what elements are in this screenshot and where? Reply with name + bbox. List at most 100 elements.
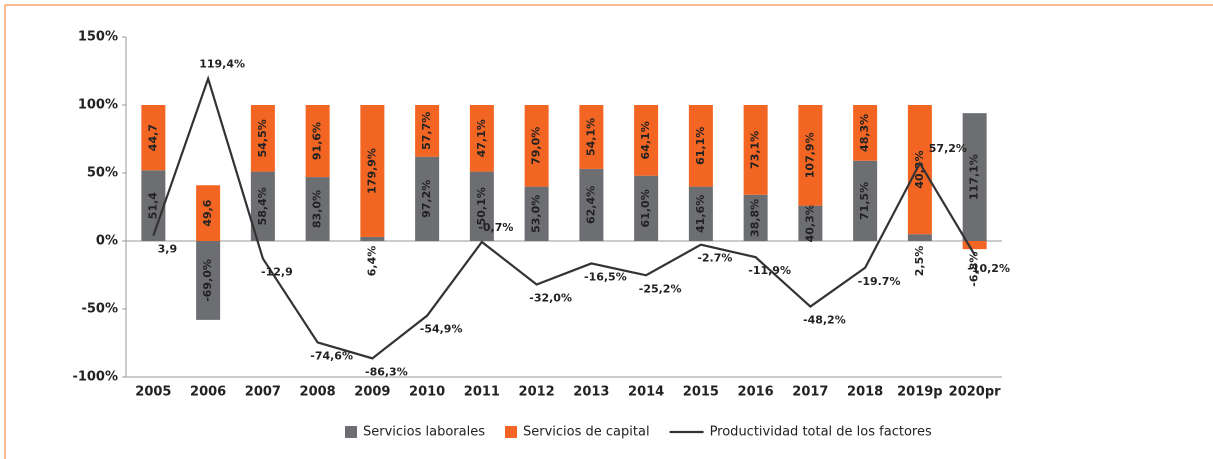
line-label: -48,2% [803, 314, 846, 327]
line-label: -32,0% [529, 292, 572, 305]
bar [853, 160, 878, 241]
line-label: -25,2% [639, 282, 682, 295]
bar [196, 185, 221, 241]
bar [524, 105, 549, 187]
line-label: 57,2% [929, 142, 967, 155]
y-tick-label: 50% [87, 166, 118, 181]
bar-label: 41,6% [694, 195, 707, 233]
bar-label: 83,0% [311, 190, 324, 228]
bar-label: 38,8% [749, 199, 762, 237]
legend-label: Servicios laborales [363, 425, 485, 440]
bar [579, 168, 604, 241]
bar-label: 54,5% [256, 119, 269, 157]
x-tick-label: 2010 [409, 385, 445, 400]
bar-label: 64,1% [639, 121, 652, 159]
legend-label: Productividad total de los factores [710, 425, 932, 440]
bar [141, 105, 166, 171]
x-tick-label: 2007 [245, 385, 281, 400]
bar [962, 241, 987, 250]
bar-label: 117,1% [968, 154, 981, 200]
bar-label: 50,1% [475, 187, 488, 225]
bar [196, 241, 221, 320]
legend-swatch [505, 426, 517, 438]
line-label: -86,3% [365, 365, 408, 378]
x-tick-label: 2006 [190, 385, 226, 400]
legend-swatch [345, 426, 357, 438]
bar [141, 170, 166, 241]
bar-label: 51,4 [146, 192, 159, 219]
bar-label: 71,5% [858, 182, 871, 220]
bar [579, 105, 604, 169]
bar [415, 105, 440, 157]
bar [853, 105, 878, 161]
bar [962, 113, 987, 241]
bar [360, 105, 385, 237]
x-tick-label: 2011 [464, 385, 500, 400]
bar-label: 40,3% [913, 151, 926, 189]
bar-label: 44,7 [146, 124, 159, 151]
bar-label: 6,4% [365, 246, 378, 277]
bar [743, 105, 768, 195]
bar [743, 194, 768, 241]
bar [798, 105, 823, 206]
bar-label: 48,3% [858, 114, 871, 152]
y-tick-label: 150% [78, 30, 118, 45]
bar-label: 53,0% [530, 195, 543, 233]
y-tick-label: -50% [81, 302, 118, 317]
bar-label: 49,6 [201, 199, 214, 226]
bar-label: 61,1% [694, 127, 707, 165]
bar-label: 97,2% [420, 180, 433, 218]
bar [907, 105, 932, 235]
legend-label: Servicios de capital [523, 425, 650, 440]
bar-label: 79,0% [530, 127, 543, 165]
x-tick-label: 2014 [628, 385, 664, 400]
bar-label: -69,0% [201, 259, 214, 302]
x-tick-label: 2016 [738, 385, 774, 400]
x-tick-label: 2005 [135, 385, 171, 400]
line [152, 75, 976, 360]
bar [305, 105, 330, 178]
bar-label: 62,4% [584, 186, 597, 224]
x-tick-label: 2018 [847, 385, 883, 400]
bar [798, 205, 823, 241]
bar [688, 105, 713, 187]
x-tick-label: 2013 [573, 385, 609, 400]
x-tick-label: 2015 [683, 385, 719, 400]
x-tick-label: 2012 [519, 385, 555, 400]
y-tick-label: -100% [72, 370, 118, 385]
bar [634, 175, 659, 241]
line-label: -54,9% [420, 323, 463, 336]
bar [305, 177, 330, 241]
line-label: -0,7% [478, 221, 513, 234]
bar-label: 61,0% [639, 189, 652, 227]
bar-label: 40,3% [803, 204, 816, 242]
y-tick-label: 0% [96, 234, 118, 249]
bar-label: 91,6% [311, 122, 324, 160]
bar [469, 171, 494, 241]
line-label: -16,5% [584, 270, 627, 283]
bar [688, 186, 713, 241]
x-tick-label: 2009 [354, 385, 390, 400]
line-label: -2.7% [697, 252, 732, 265]
bar [907, 234, 932, 241]
bar [469, 105, 494, 172]
bar [360, 236, 385, 241]
line-label: -12,9 [261, 266, 293, 279]
bar-label: 2,5% [913, 246, 926, 277]
x-tick-label: 2020pr [949, 385, 1001, 400]
line-label: 3,9 [158, 243, 178, 256]
x-tick-label: 2008 [300, 385, 336, 400]
y-tick-label: 100% [78, 98, 118, 113]
line-label: -11,9% [748, 264, 791, 277]
line-label: -19.7% [858, 275, 901, 288]
bar [415, 156, 440, 241]
line-label: -10,2% [967, 262, 1010, 275]
bar [634, 105, 659, 176]
x-tick-label: 2017 [792, 385, 828, 400]
bar-label: 57,7% [420, 112, 433, 150]
bar-label: -6,8% [968, 252, 981, 287]
line-label: -74,6% [310, 349, 353, 362]
bar-label: 179,9% [365, 148, 378, 194]
bar-label: 73,1% [749, 131, 762, 169]
